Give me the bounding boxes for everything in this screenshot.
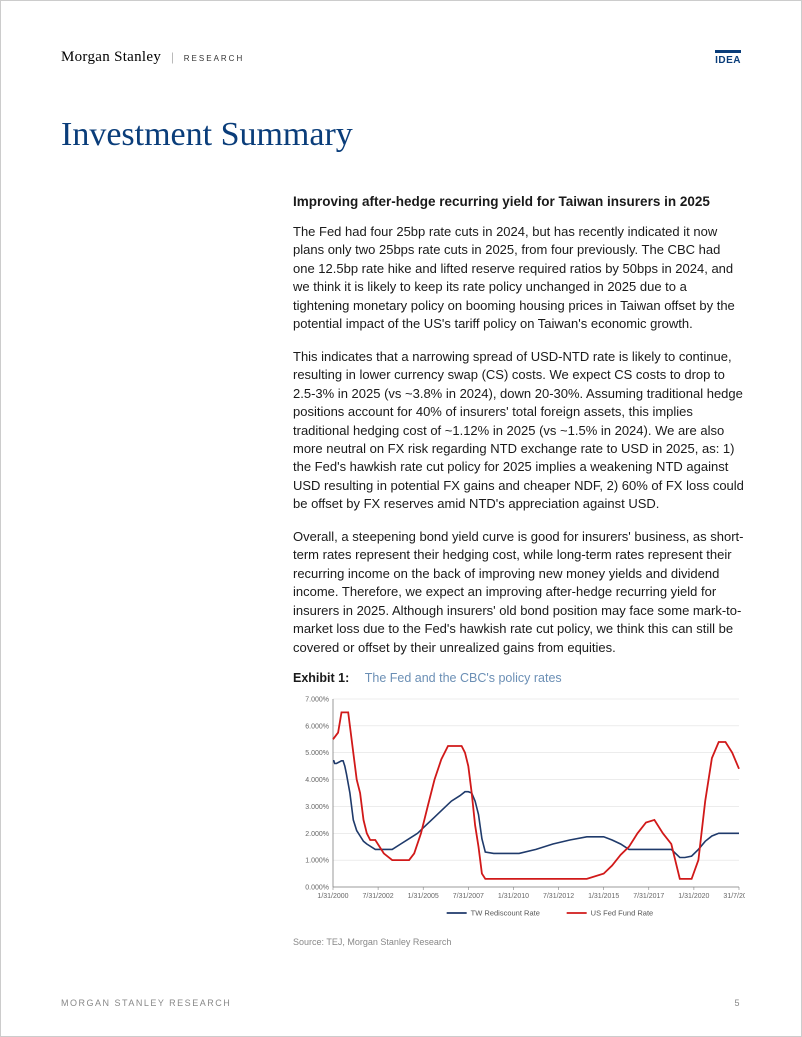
paragraph: Overall, a steepening bond yield curve i… bbox=[293, 528, 745, 657]
svg-text:US Fed Fund Rate: US Fed Fund Rate bbox=[591, 908, 654, 917]
svg-text:TW Rediscount Rate: TW Rediscount Rate bbox=[471, 908, 540, 917]
page-title: Investment Summary bbox=[61, 116, 741, 154]
exhibit-label: Exhibit 1: bbox=[293, 671, 349, 685]
svg-text:7/31/2017: 7/31/2017 bbox=[633, 893, 664, 900]
footer-page-number: 5 bbox=[734, 998, 741, 1008]
svg-text:5.000%: 5.000% bbox=[305, 750, 329, 757]
svg-text:6.000%: 6.000% bbox=[305, 723, 329, 730]
content-column: Improving after-hedge recurring yield fo… bbox=[293, 194, 745, 947]
paragraph: This indicates that a narrowing spread o… bbox=[293, 348, 745, 514]
svg-text:31/7/2022: 31/7/2022 bbox=[723, 893, 745, 900]
svg-text:7/31/2007: 7/31/2007 bbox=[453, 893, 484, 900]
paragraph: The Fed had four 25bp rate cuts in 2024,… bbox=[293, 223, 745, 334]
brand-subtext: RESEARCH bbox=[184, 54, 244, 63]
svg-text:1/31/2010: 1/31/2010 bbox=[498, 893, 529, 900]
svg-text:3.000%: 3.000% bbox=[305, 804, 329, 811]
brand-name: Morgan Stanley bbox=[61, 49, 161, 66]
chart-container: 0.000% 1.000% 2.000% 3.000% 4.000% 5.000% 6.00… bbox=[293, 693, 745, 923]
svg-text:7/31/2012: 7/31/2012 bbox=[543, 893, 574, 900]
svg-text:7/31/2002: 7/31/2002 bbox=[363, 893, 394, 900]
svg-text:2.000%: 2.000% bbox=[305, 831, 329, 838]
page-header: Morgan Stanley | RESEARCH IDEA bbox=[61, 49, 741, 66]
brand-divider: | bbox=[171, 49, 174, 65]
exhibit-title: The Fed and the CBC's policy rates bbox=[365, 671, 562, 685]
svg-text:4.000%: 4.000% bbox=[305, 777, 329, 784]
svg-text:1/31/2020: 1/31/2020 bbox=[678, 893, 709, 900]
idea-badge: IDEA bbox=[715, 50, 741, 66]
svg-text:7.000%: 7.000% bbox=[305, 696, 329, 703]
brand-block: Morgan Stanley | RESEARCH bbox=[61, 49, 244, 66]
page-footer: MORGAN STANLEY RESEARCH 5 bbox=[61, 998, 741, 1008]
exhibit-source: Source: TEJ, Morgan Stanley Research bbox=[293, 937, 745, 947]
svg-text:1/31/2005: 1/31/2005 bbox=[408, 893, 439, 900]
page: Morgan Stanley | RESEARCH IDEA Investmen… bbox=[1, 1, 801, 1036]
section-subtitle: Improving after-hedge recurring yield fo… bbox=[293, 194, 745, 209]
svg-text:0.000%: 0.000% bbox=[305, 884, 329, 891]
svg-text:1.000%: 1.000% bbox=[305, 858, 329, 865]
exhibit-header: Exhibit 1: The Fed and the CBC's policy … bbox=[293, 671, 745, 685]
line-chart: 0.000% 1.000% 2.000% 3.000% 4.000% 5.000% 6.00… bbox=[293, 693, 745, 923]
svg-text:1/31/2015: 1/31/2015 bbox=[588, 893, 619, 900]
svg-text:1/31/2000: 1/31/2000 bbox=[317, 893, 348, 900]
footer-left: MORGAN STANLEY RESEARCH bbox=[61, 998, 231, 1008]
